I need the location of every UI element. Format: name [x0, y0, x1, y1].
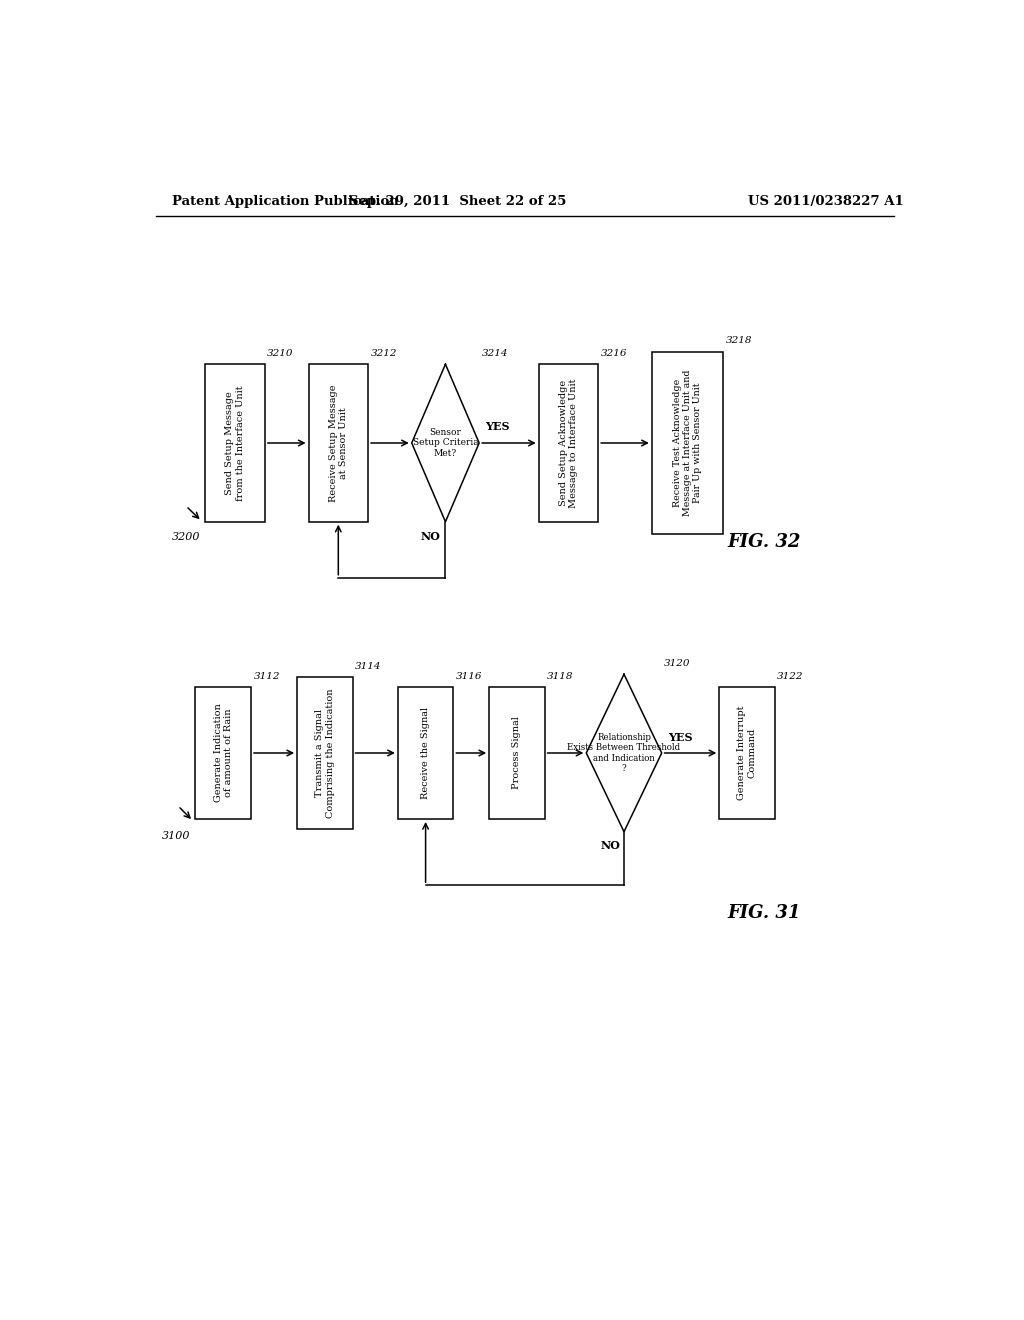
Text: NO: NO — [420, 531, 440, 543]
Text: Generate Indication
of amount of Rain: Generate Indication of amount of Rain — [214, 704, 232, 803]
FancyBboxPatch shape — [297, 677, 352, 829]
Text: Patent Application Publication: Patent Application Publication — [172, 194, 398, 207]
Text: 3212: 3212 — [371, 348, 397, 358]
Text: 3114: 3114 — [355, 661, 382, 671]
Text: 3112: 3112 — [253, 672, 280, 681]
Text: 3214: 3214 — [481, 348, 508, 358]
FancyBboxPatch shape — [308, 364, 368, 521]
Text: 3116: 3116 — [456, 672, 482, 681]
Text: 3118: 3118 — [547, 672, 573, 681]
Text: 3100: 3100 — [162, 832, 190, 841]
Text: Generate Interrupt
Command: Generate Interrupt Command — [737, 706, 757, 800]
Text: Send Setup Message
from the Interface Unit: Send Setup Message from the Interface Un… — [225, 385, 245, 500]
FancyBboxPatch shape — [719, 686, 775, 818]
Text: Receive Setup Message
at Sensor Unit: Receive Setup Message at Sensor Unit — [329, 384, 348, 502]
Text: 3218: 3218 — [726, 337, 752, 346]
FancyBboxPatch shape — [196, 686, 251, 818]
Text: 3120: 3120 — [665, 659, 690, 668]
FancyBboxPatch shape — [489, 686, 545, 818]
Text: YES: YES — [485, 421, 510, 432]
Text: 3122: 3122 — [777, 672, 804, 681]
Text: Process Signal: Process Signal — [512, 717, 521, 789]
Text: Send Setup Acknowledge
Message to Interface Unit: Send Setup Acknowledge Message to Interf… — [559, 379, 579, 508]
Text: Relationship
Exists Between Threshold
and Indication
?: Relationship Exists Between Threshold an… — [567, 733, 681, 774]
FancyBboxPatch shape — [206, 364, 265, 521]
FancyBboxPatch shape — [397, 686, 454, 818]
FancyBboxPatch shape — [539, 364, 598, 521]
Text: FIG. 32: FIG. 32 — [727, 533, 801, 550]
Text: 3210: 3210 — [267, 348, 294, 358]
Text: Sep. 29, 2011  Sheet 22 of 25: Sep. 29, 2011 Sheet 22 of 25 — [348, 194, 566, 207]
Text: 3200: 3200 — [172, 532, 200, 541]
Text: Receive the Signal: Receive the Signal — [421, 708, 430, 799]
Text: Sensor
Setup Criteria
Met?: Sensor Setup Criteria Met? — [413, 428, 478, 458]
Text: NO: NO — [600, 840, 621, 851]
Text: Transmit a Signal
Comprising the Indication: Transmit a Signal Comprising the Indicat… — [315, 688, 335, 818]
Text: Receive Test Acknowledge
Message at Interface Unit and
Pair Up with Sensor Unit: Receive Test Acknowledge Message at Inte… — [673, 370, 702, 516]
FancyBboxPatch shape — [651, 351, 723, 535]
Text: 3216: 3216 — [601, 348, 627, 358]
Text: YES: YES — [668, 731, 692, 743]
Text: US 2011/0238227 A1: US 2011/0238227 A1 — [749, 194, 904, 207]
Text: FIG. 31: FIG. 31 — [727, 904, 801, 921]
